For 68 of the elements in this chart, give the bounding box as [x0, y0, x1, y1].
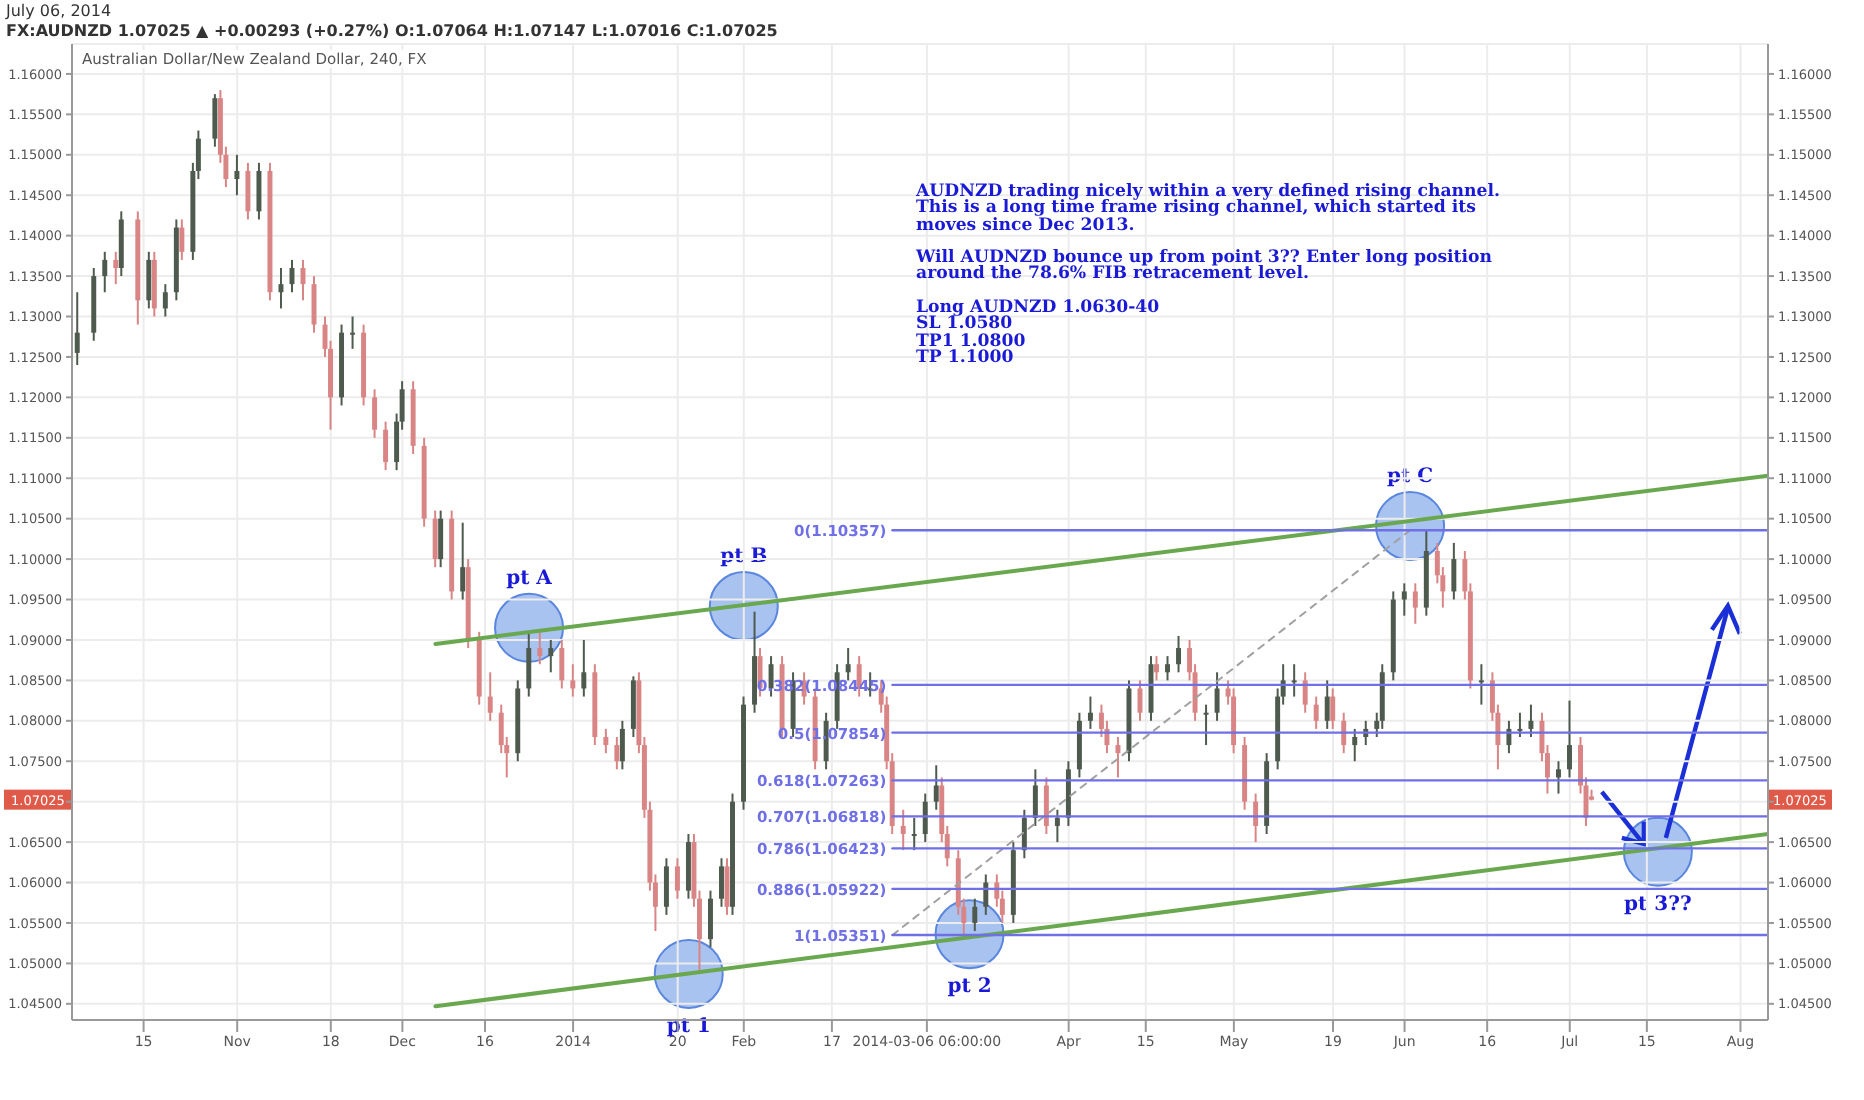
- candlestick: [619, 719, 625, 771]
- candlestick: [1043, 776, 1049, 836]
- candlestick: [350, 315, 356, 350]
- candlestick: [162, 283, 168, 318]
- text: AUDNZD trading nicely within a very defined rising channel. This is a long time frame rising channel, which started its moves since Dec 2013. Will AUDNZD bounce up from point 3?? Enter long position around the 78.6% FIB retracement level. Long AUDNZD 1.0630-40 SL 1.0580 TP1 1.0800 TP 1.1000: [916, 182, 1501, 368]
- candlestick: [1291, 663, 1297, 698]
- candlestick: [1324, 679, 1330, 730]
- candlestick: [537, 630, 543, 666]
- annotation: pt 3??: [1624, 893, 1692, 916]
- candlestick: [1517, 711, 1523, 738]
- candlestick: [719, 857, 724, 908]
- candlestick: [1330, 687, 1336, 730]
- candlestick: [372, 388, 378, 439]
- candlestick: [1401, 582, 1407, 617]
- candlestick: [102, 250, 108, 294]
- candlestick: [278, 266, 284, 310]
- candlestick: [487, 671, 493, 722]
- chart-subtitle: FX:AUDNZD 1.07025 ▲ +0.00293 (+0.27%) O:1.07064 H:1.07147 L:1.07016 C:1.07025: [6, 22, 778, 40]
- candlestick: [245, 161, 251, 221]
- candlestick: [1302, 671, 1308, 714]
- candlestick: [234, 153, 240, 197]
- candlestick: [179, 218, 185, 261]
- candlestick: [1412, 582, 1418, 625]
- candlestick: [559, 638, 565, 690]
- candlestick: [614, 735, 620, 771]
- candlestick: [708, 889, 713, 949]
- candlestick: [146, 250, 152, 310]
- candlestick: [1203, 703, 1209, 747]
- candlestick: [1556, 760, 1561, 795]
- candlestick: [1176, 634, 1182, 674]
- candlestick: [1154, 655, 1159, 682]
- candlestick: [460, 521, 466, 601]
- candlestick: [548, 638, 554, 674]
- candlestick: [1567, 699, 1572, 779]
- candlestick: [1165, 655, 1170, 682]
- candlestick: [1313, 695, 1319, 730]
- candlestick: [1528, 703, 1534, 738]
- candlestick: [383, 420, 389, 472]
- candlestick: [581, 638, 587, 698]
- candlestick: [933, 764, 939, 811]
- candlestick: [1478, 663, 1484, 706]
- annotation: pt 2: [947, 976, 992, 999]
- candlestick: [74, 291, 80, 367]
- candlestick: [911, 816, 917, 852]
- candlestick: [1032, 768, 1038, 827]
- candlestick: [1087, 695, 1093, 730]
- candlestick: [526, 630, 532, 698]
- annotation: pt A: [506, 567, 553, 590]
- candlestick: [663, 857, 669, 916]
- candlestick: [212, 93, 218, 148]
- candlestick: [113, 250, 119, 286]
- candlestick: [1352, 727, 1358, 763]
- candlestick: [438, 509, 444, 569]
- candlestick: [256, 161, 262, 221]
- candlestick: [432, 509, 438, 569]
- candlestick: [845, 647, 851, 682]
- text: July 06, 2014: [6, 2, 112, 20]
- candlestick: [1054, 808, 1060, 844]
- candlestick: [603, 727, 609, 755]
- candlestick: [1214, 671, 1220, 722]
- candlestick: [1115, 735, 1121, 779]
- candlestick: [570, 663, 576, 698]
- candlestick: [674, 857, 680, 900]
- candlestick: [983, 873, 989, 916]
- candlestick: [1451, 541, 1457, 601]
- candlestick: [972, 897, 978, 933]
- candlestick: [922, 792, 928, 844]
- candlestick: [900, 808, 906, 852]
